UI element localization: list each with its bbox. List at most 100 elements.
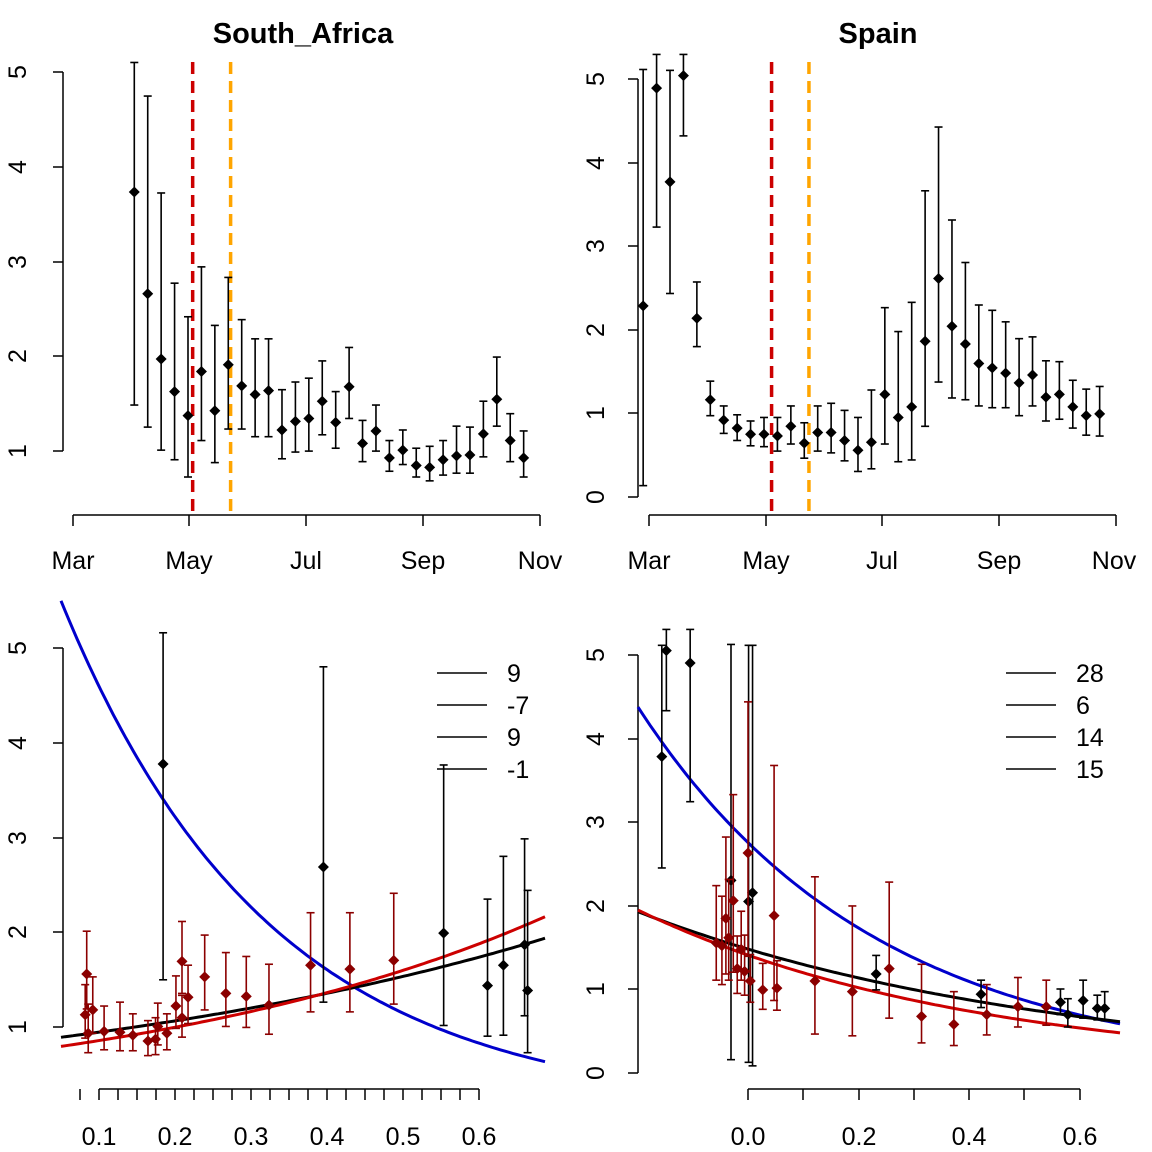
panel-south-africa-fit: 1 2 3 4 5 [4,600,546,1151]
data-point [1067,401,1079,413]
fit-curve [59,600,546,1064]
x-tick-label: 0.5 [386,1123,421,1151]
x-axis: Mar May Jul Sep Nov [51,514,563,575]
data-point [798,437,810,449]
x-tick-label: May [742,547,790,575]
data-point [344,963,356,975]
data-point [438,927,450,939]
x-tick-label: 0.1 [82,1123,117,1151]
panel-south-africa-timeseries: South_Africa 1 2 3 4 5 Mar May Jul Sep N… [4,18,563,575]
data-point [263,999,275,1011]
fit-curve [636,706,1121,1026]
data-point [482,980,494,992]
data-point [742,847,754,859]
x-tick-label: 0.6 [1063,1123,1098,1151]
data-point [397,444,409,456]
data-point [747,887,759,899]
legend-label: 14 [1076,724,1104,752]
y-axis: 0 1 2 3 4 5 [582,648,639,1080]
data-point [182,410,194,422]
x-axis: 0.0 0.2 0.4 0.6 [731,1088,1098,1151]
data-point [142,288,154,300]
data-point [240,990,252,1002]
data-point [176,1012,188,1024]
y-tick-label: 0 [582,1066,610,1080]
data-point [343,381,355,393]
legend: 28 6 14 15 [1006,660,1104,784]
data-point [464,449,476,461]
y-tick-label: 4 [4,736,32,750]
data-point [812,427,824,439]
data-point [637,300,649,312]
y-tick-label: 1 [4,1020,32,1034]
data-point [1012,1001,1024,1013]
y-tick-label: 5 [582,72,610,86]
x-tick-label: Jul [290,547,322,575]
data-point [1053,388,1065,400]
data-point [745,428,757,440]
x-axis: 0.1 0.2 0.3 0.4 0.5 0.6 [79,1088,496,1151]
y-tick-label: 2 [582,899,610,913]
y-tick-label: 5 [582,648,610,662]
data-point [437,454,449,466]
data-point [677,70,689,82]
data-point [518,452,530,464]
data-point [664,176,676,188]
data-point [522,984,534,996]
data-point [906,401,918,413]
y-tick-label: 2 [582,323,610,337]
x-axis: Mar May Jul Sep Nov [627,514,1137,575]
data-point [182,991,194,1003]
y-tick-label: 2 [4,349,32,363]
x-tick-label: 0.2 [158,1123,193,1151]
data-point [660,645,672,657]
data-point [684,657,696,669]
data-point [771,430,783,442]
data-point [155,353,167,365]
plot-marks [59,600,546,1064]
data-point [249,388,261,400]
panel-spain-timeseries: Spain 0 1 2 3 4 5 Mar May Jul Sep [582,18,1137,575]
data-point [1077,994,1089,1006]
data-point [1054,996,1066,1008]
data-point [127,1029,139,1041]
data-point [276,424,288,436]
x-tick-label: Jul [866,547,898,575]
data-point [744,975,756,987]
x-tick-label: 0.3 [234,1123,269,1151]
data-point [981,1009,993,1021]
plot-marks [636,628,1121,1067]
data-point [809,975,821,987]
y-tick-label: 2 [4,925,32,939]
x-tick-label: Nov [1092,547,1137,575]
data-point [771,982,783,994]
data-point [316,395,328,407]
data-point [236,380,248,392]
y-tick-label: 0 [582,490,610,504]
data-point [1099,1002,1111,1014]
data-point [825,427,837,439]
data-point [289,415,301,427]
data-point [220,987,232,999]
x-tick-label: 0.0 [731,1123,766,1151]
data-point [704,394,716,406]
data-point [383,452,395,464]
y-tick-label: 3 [582,239,610,253]
data-point [785,420,797,432]
y-tick-label: 3 [4,831,32,845]
data-point [727,895,739,907]
y-tick-label: 1 [582,406,610,420]
y-tick-label: 1 [582,982,610,996]
x-tick-label: 0.2 [842,1123,877,1151]
x-tick-label: May [165,547,213,575]
data-point [739,965,751,977]
x-tick-label: Sep [977,547,1021,575]
data-point [82,1027,94,1039]
y-tick-label: 3 [4,255,32,269]
data-point [497,959,509,971]
x-tick-label: 0.4 [310,1123,345,1151]
data-point [424,461,436,473]
data-point [157,758,169,770]
data-point [491,393,503,405]
data-point [839,434,851,446]
